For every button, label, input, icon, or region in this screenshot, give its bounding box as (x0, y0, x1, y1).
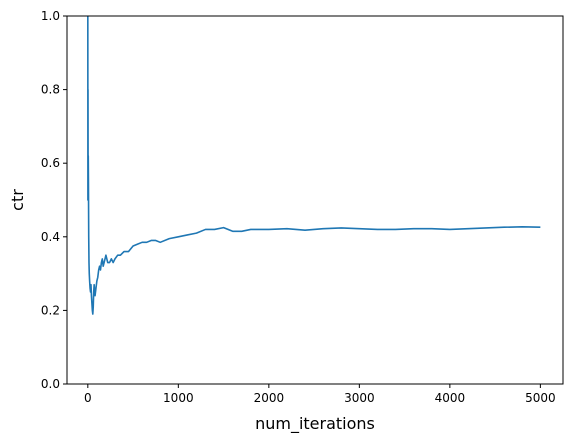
x-tick-label: 0 (84, 391, 92, 405)
x-tick-label: 5000 (525, 391, 556, 405)
y-tick-label: 0.4 (41, 230, 60, 244)
plot-frame (66, 15, 564, 385)
ctr-series-line (87, 15, 541, 315)
x-tick-label: 2000 (254, 391, 285, 405)
y-axis-label: ctr (8, 189, 27, 211)
x-axis-label: num_iterations (255, 414, 375, 434)
y-tick-label: 0.6 (41, 156, 60, 170)
plot-background (67, 16, 563, 384)
x-tick-label: 1000 (163, 391, 194, 405)
y-tick-label: 1.0 (41, 9, 60, 23)
y-tick-label: 0.2 (41, 303, 60, 317)
x-tick-label: 3000 (344, 391, 375, 405)
axis-ticks: 0 1000 2000 3000 4000 5000 0.0 0.2 0.4 0.6 0.8 1.0 (41, 9, 556, 405)
x-tick-label: 4000 (435, 391, 466, 405)
chart-marks (87, 15, 541, 315)
y-tick-label: 0.0 (41, 377, 60, 391)
y-tick-label: 0.8 (41, 83, 60, 97)
